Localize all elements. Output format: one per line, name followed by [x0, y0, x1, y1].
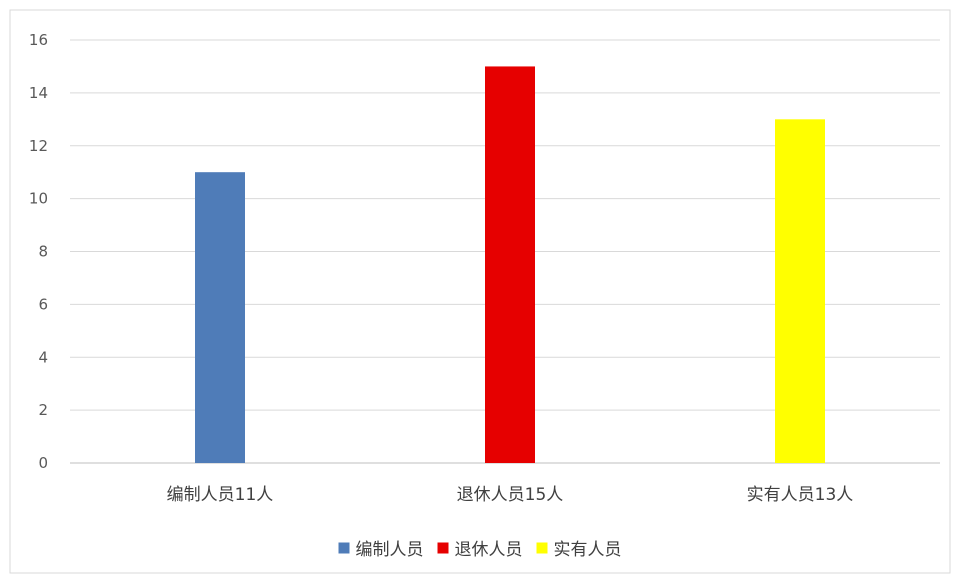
x-category-label: 实有人员13人 — [747, 485, 854, 505]
x-axis-categories: 编制人员11人 退休人员15人 实有人员13人 — [167, 485, 854, 505]
y-axis-ticks: 0 2 4 6 8 10 12 14 16 — [29, 31, 48, 472]
bar — [485, 66, 535, 463]
y-tick-label: 6 — [38, 295, 48, 313]
y-tick-label: 4 — [38, 348, 48, 366]
x-category-label: 编制人员11人 — [167, 485, 274, 505]
y-tick-label: 8 — [38, 243, 48, 261]
y-tick-label: 12 — [29, 137, 48, 155]
legend-swatch — [536, 542, 548, 554]
y-tick-label: 0 — [38, 454, 48, 472]
x-category-label: 退休人员15人 — [457, 485, 564, 505]
legend-swatch — [437, 542, 449, 554]
bar — [195, 172, 245, 463]
legend-label: 实有人员 — [554, 540, 622, 560]
y-tick-label: 16 — [29, 31, 48, 49]
y-tick-label: 2 — [38, 401, 48, 419]
legend-label: 退休人员 — [455, 540, 523, 560]
y-tick-label: 10 — [29, 190, 48, 208]
legend-swatch — [338, 542, 350, 554]
y-tick-label: 14 — [29, 84, 48, 102]
bar — [775, 119, 825, 463]
legend: 编制人员 退休人员 实有人员 — [338, 540, 622, 560]
legend-label: 编制人员 — [356, 540, 424, 560]
bars — [195, 66, 825, 463]
